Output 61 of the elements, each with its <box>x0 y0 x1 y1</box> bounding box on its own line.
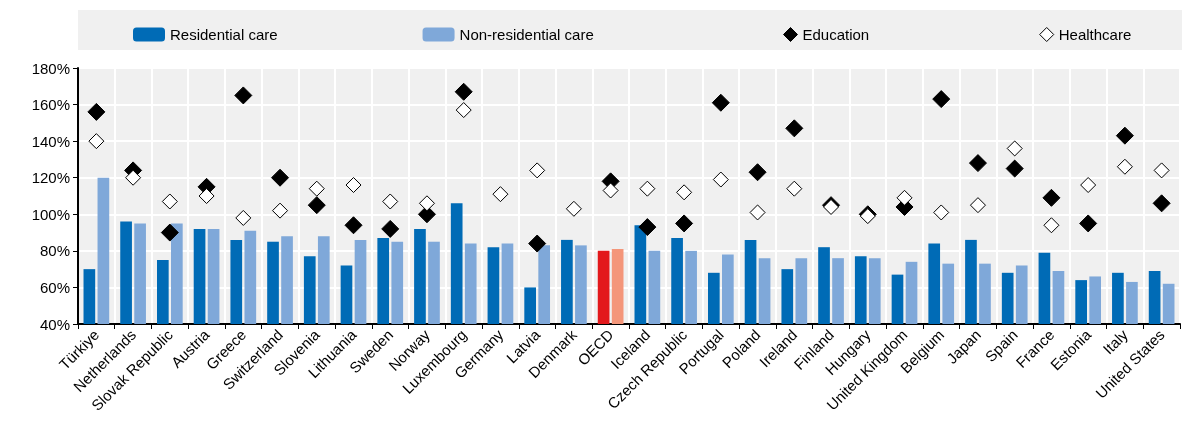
point <box>749 204 766 221</box>
point <box>1152 194 1171 213</box>
y-tick-label: 40% <box>39 315 70 333</box>
point <box>675 214 694 233</box>
point <box>1079 214 1098 233</box>
point <box>968 154 987 173</box>
point <box>307 196 326 215</box>
point <box>602 182 619 199</box>
point <box>638 218 657 237</box>
point <box>418 195 435 212</box>
point <box>676 184 693 201</box>
point <box>88 133 105 150</box>
point <box>1042 188 1061 207</box>
point <box>235 209 252 226</box>
point <box>969 197 986 214</box>
legend-label: Education <box>802 26 870 43</box>
point <box>1006 140 1023 157</box>
point <box>160 223 179 242</box>
point <box>161 193 178 210</box>
y-tick-label: 60% <box>39 278 70 296</box>
point <box>712 171 729 188</box>
point <box>272 202 289 219</box>
point <box>1115 126 1134 145</box>
point <box>455 102 472 119</box>
point <box>1116 158 1133 175</box>
point <box>271 168 290 187</box>
point <box>933 204 950 221</box>
point <box>308 180 325 197</box>
point <box>528 234 547 253</box>
point <box>382 193 399 210</box>
point <box>748 163 767 182</box>
point <box>785 119 804 138</box>
point <box>345 177 362 194</box>
y-tick-label: 100% <box>31 205 70 223</box>
y-tick-label: 80% <box>39 242 70 260</box>
point <box>234 86 253 105</box>
legend-label: Healthcare <box>1058 26 1132 43</box>
point <box>125 169 142 186</box>
point <box>565 200 582 217</box>
point <box>711 93 730 112</box>
point <box>344 216 363 235</box>
point <box>492 186 509 203</box>
point <box>529 162 546 179</box>
point <box>786 180 803 197</box>
y-tick-label: 160% <box>31 96 70 114</box>
point <box>1043 217 1060 234</box>
point <box>454 82 473 101</box>
point <box>932 90 951 109</box>
point <box>1153 162 1170 179</box>
y-tick-label: 140% <box>31 132 70 150</box>
y-tick-label: 120% <box>31 169 70 187</box>
point <box>1005 159 1024 178</box>
legend-label: Non-residential care <box>459 26 594 43</box>
point <box>1080 177 1097 194</box>
point <box>87 102 106 121</box>
legend-label: Residential care <box>170 26 278 43</box>
point <box>896 189 913 206</box>
point <box>381 219 400 238</box>
point <box>198 188 215 204</box>
point <box>639 180 656 197</box>
y-tick-label: 180% <box>31 59 70 77</box>
